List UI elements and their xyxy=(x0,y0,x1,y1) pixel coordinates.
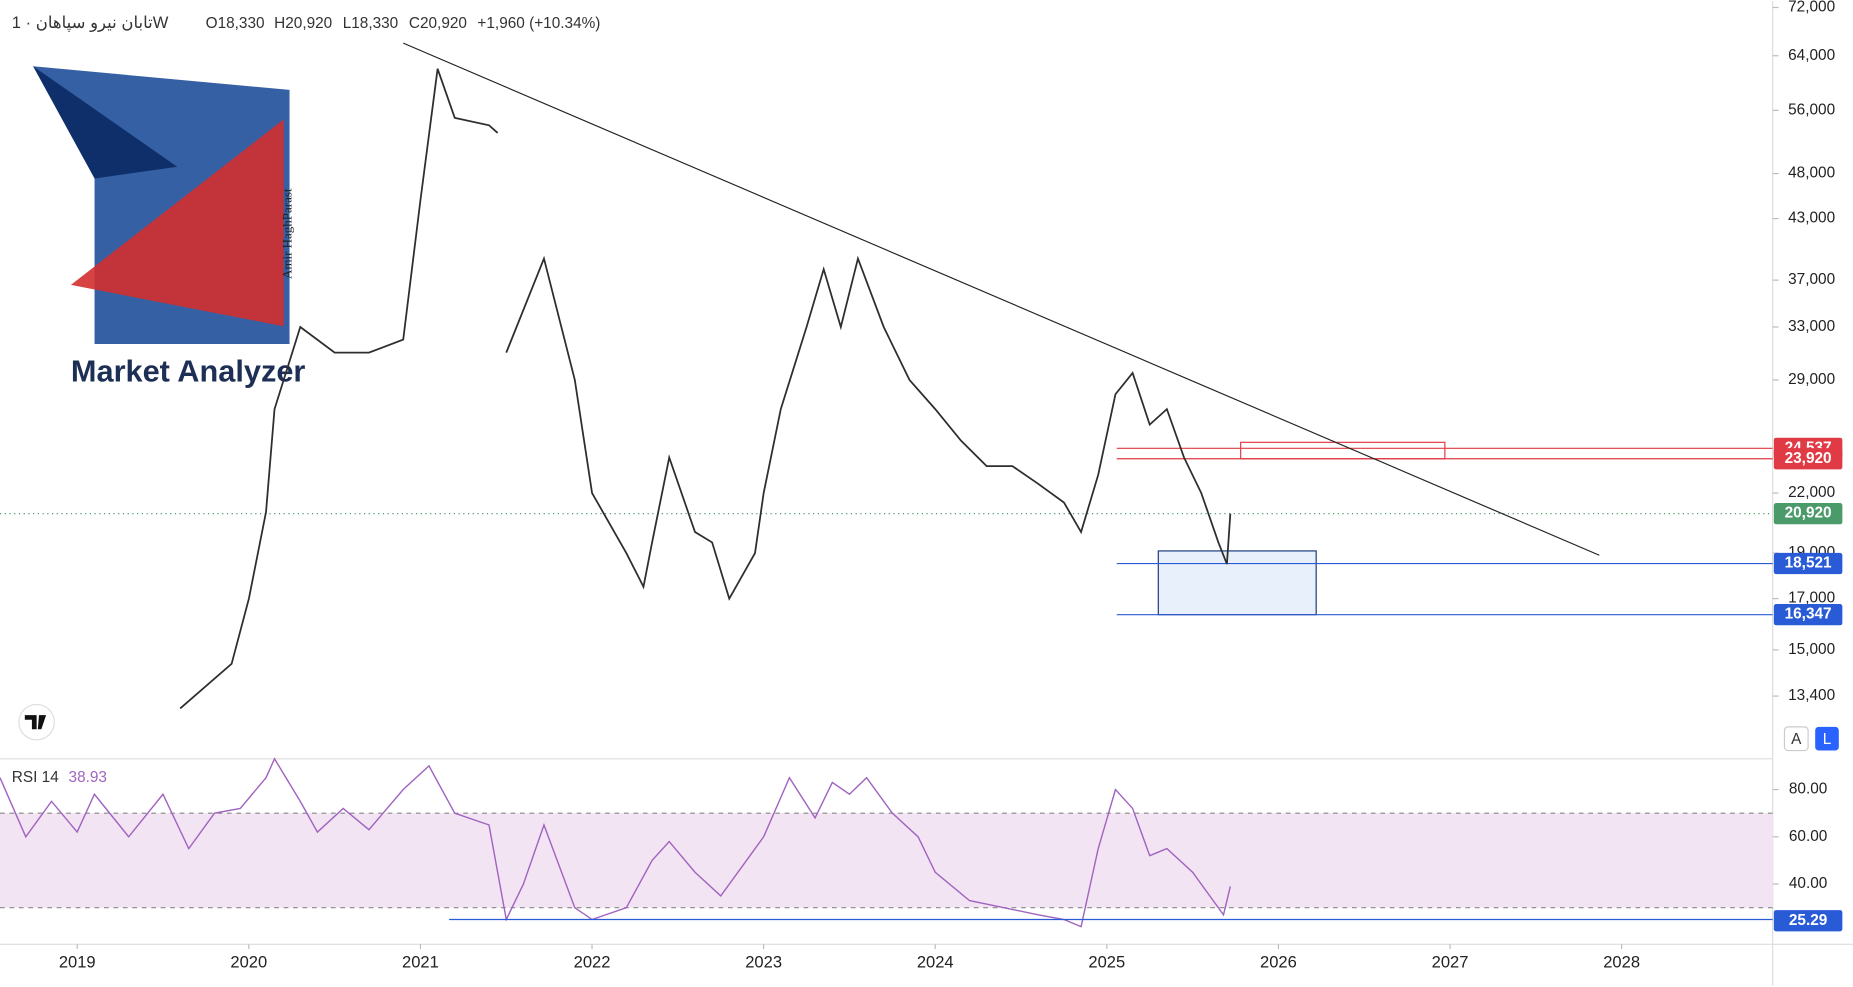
rsi-tick-label: 40.00 xyxy=(1789,875,1827,892)
y-tick-label: 13,400 xyxy=(1788,687,1835,704)
x-tick-label: 2019 xyxy=(59,953,96,972)
rsi-label: RSI 14 xyxy=(12,769,59,786)
tv-logo xyxy=(18,703,55,741)
x-tick-label: 2024 xyxy=(917,953,954,972)
logo-red xyxy=(70,119,284,327)
auto-button[interactable] xyxy=(1783,726,1809,752)
y-tick-label: 43,000 xyxy=(1788,210,1835,227)
ohlc-close: C20,920 xyxy=(409,15,467,32)
ohlc-high: H20,920 xyxy=(274,15,332,32)
symbol: تابان نیرو سپاهان · 1W xyxy=(12,13,169,33)
x-tick-label: 2028 xyxy=(1603,953,1640,972)
rsi-level-label: 25.29 xyxy=(1789,912,1827,929)
price-line xyxy=(179,68,1232,710)
log-button-label: L xyxy=(1823,731,1832,748)
y-tick-label: 17,000 xyxy=(1788,590,1835,607)
header: تابان نیرو سپاهان · 1W O18,330 H20,920 L… xyxy=(12,13,601,33)
x-tick-label: 2023 xyxy=(745,953,782,972)
y-tick-label: 22,000 xyxy=(1788,484,1835,501)
rsi-value: 38.93 xyxy=(69,769,107,786)
logo-bird xyxy=(33,66,178,179)
change: +1,960 (+10.34%) xyxy=(477,15,600,32)
level-label: 16,347 xyxy=(1785,606,1832,623)
trendline xyxy=(403,42,1600,556)
rsi-level-tag xyxy=(1773,910,1843,932)
x-tick-label: 2020 xyxy=(230,953,267,972)
x-tick-label: 2026 xyxy=(1260,953,1297,972)
y-tick-label: 29,000 xyxy=(1788,371,1835,388)
watermark-author: Amir HaghParast xyxy=(279,188,294,279)
scale-buttons: A L xyxy=(1783,726,1839,752)
level-label: 20,920 xyxy=(1785,505,1832,522)
auto-button-label: A xyxy=(1791,731,1802,748)
watermark: Market Analyzer Amir HaghParast xyxy=(33,66,306,389)
y-tick-label: 48,000 xyxy=(1788,165,1835,182)
level-label: 23,920 xyxy=(1785,450,1832,467)
rsi-tick-label: 80.00 xyxy=(1789,781,1827,798)
x-tick-label: 2022 xyxy=(574,953,611,972)
level-tag xyxy=(1773,448,1843,470)
level-tag xyxy=(1773,604,1843,626)
y-tick-label: 37,000 xyxy=(1788,271,1835,288)
x-tick-label: 2021 xyxy=(402,953,439,972)
level-tag xyxy=(1773,552,1843,575)
tv-logo-mark xyxy=(24,715,47,730)
x-tick-label: 2027 xyxy=(1432,953,1469,972)
level-tag xyxy=(1773,503,1843,525)
y-tick-label: 56,000 xyxy=(1788,101,1835,118)
level-label: 18,521 xyxy=(1785,555,1832,572)
y-tick-label: 72,000 xyxy=(1788,0,1835,16)
rsi-tick-label: 60.00 xyxy=(1789,828,1827,845)
zone xyxy=(1157,550,1317,616)
ohlc-open: O18,330 xyxy=(206,15,265,32)
ohlc-low: L18,330 xyxy=(343,15,399,32)
rsi-band xyxy=(0,813,1773,908)
log-button[interactable] xyxy=(1815,726,1839,751)
y-tick-label: 33,000 xyxy=(1788,318,1835,335)
y-tick-label: 15,000 xyxy=(1788,641,1835,658)
x-tick-label: 2025 xyxy=(1088,953,1125,972)
rsi-line xyxy=(0,757,1232,928)
y-tick-label: 64,000 xyxy=(1788,47,1835,64)
watermark-title: Market Analyzer xyxy=(71,354,306,389)
